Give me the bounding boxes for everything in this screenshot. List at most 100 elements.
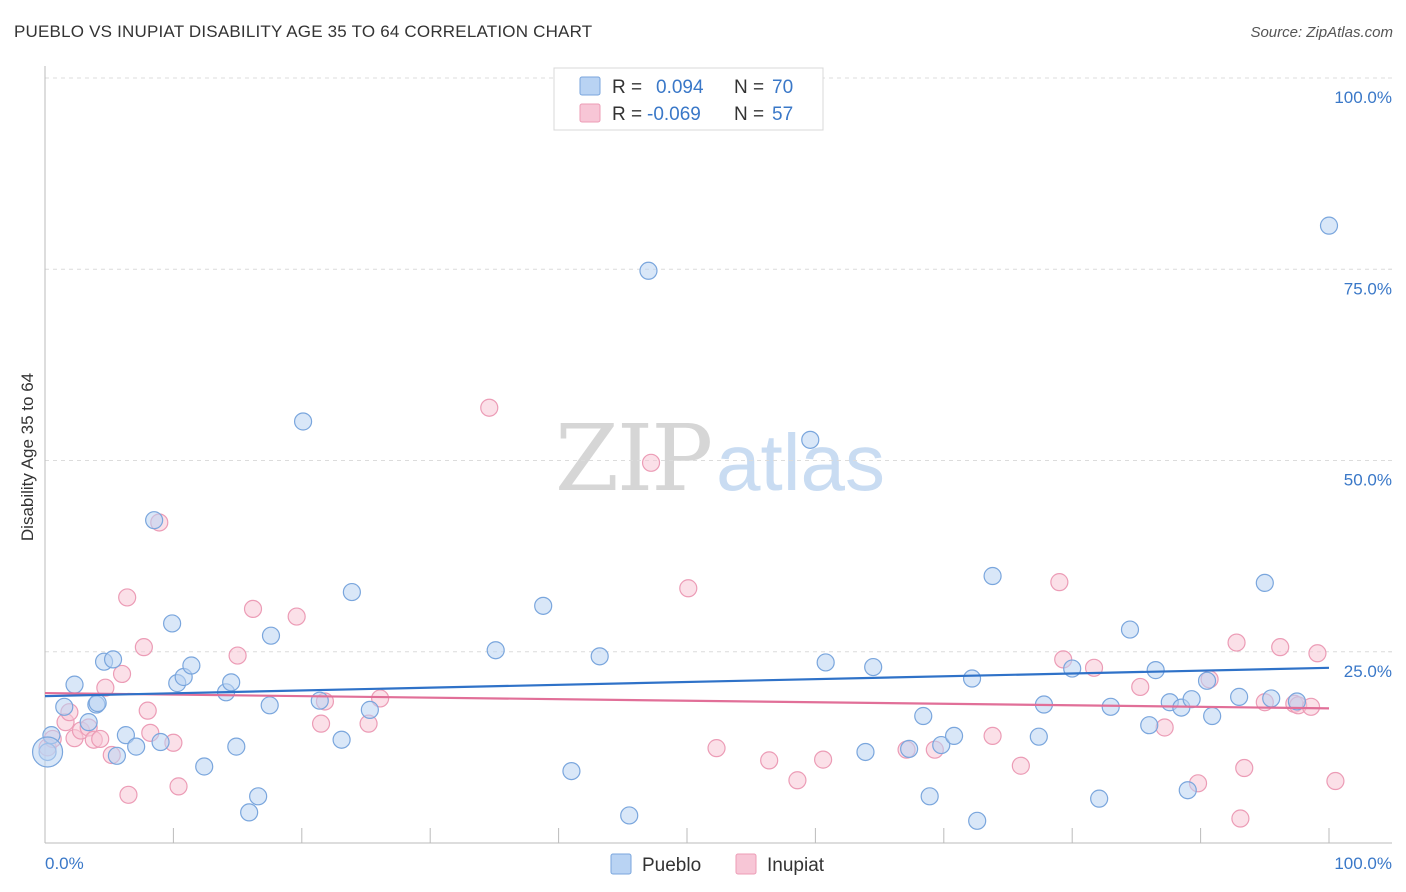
x-tick-label: 0.0%: [45, 854, 84, 873]
pueblo-point: [342, 582, 361, 602]
pueblo-n-value: 70: [772, 77, 793, 98]
gridlines: [45, 77, 1392, 653]
pueblo-point: [195, 757, 214, 776]
pueblo-point: [1182, 690, 1201, 709]
pueblo-point: [920, 787, 939, 806]
pueblo-point: [1146, 661, 1165, 680]
inupiat-point: [134, 638, 153, 657]
pueblo-n-label: N =: [734, 77, 764, 98]
inupiat-trend-line: [44, 691, 1330, 710]
pueblo-point: [103, 650, 123, 669]
source-label: Source: ZipAtlas.com: [1250, 24, 1393, 41]
pueblo-point: [486, 641, 505, 660]
inupiat-point: [311, 714, 331, 733]
inupiat-point: [91, 729, 110, 749]
inupiat-point: [287, 607, 306, 626]
pueblo-point: [260, 696, 279, 715]
inupiat-n-label: N =: [734, 104, 764, 125]
inupiat-point: [118, 588, 137, 607]
pueblo-point: [856, 742, 875, 762]
inupiat-r-value: -0.069: [647, 104, 701, 125]
pueblo-point: [1230, 687, 1249, 706]
pueblo-point: [222, 673, 241, 692]
inupiat-point: [1131, 677, 1150, 697]
pueblo-point: [639, 261, 658, 280]
pueblo-point: [1178, 781, 1197, 800]
pueblo-point: [1203, 706, 1222, 726]
inupiat-point: [96, 678, 115, 697]
pueblo-point: [1319, 216, 1339, 235]
inupiat-point: [983, 726, 1002, 746]
inupiat-point: [814, 750, 833, 769]
inupiat-point: [679, 579, 698, 598]
pueblo-point: [534, 596, 553, 615]
pueblo-point: [151, 732, 170, 752]
pueblo-point: [801, 430, 820, 449]
y-tick-label: 75.0%: [1344, 279, 1392, 298]
y-axis-title: Disability Age 35 to 64: [18, 373, 37, 541]
pueblo-point: [932, 735, 951, 755]
pueblo-point: [620, 806, 639, 825]
watermark: ZIP atlas: [555, 405, 885, 512]
inupiat-point: [1231, 809, 1250, 828]
inupiat-point: [138, 701, 157, 720]
pueblo-point: [293, 412, 313, 431]
x-tick-label: 100.0%: [1334, 854, 1392, 873]
inupiat-point: [1155, 718, 1174, 737]
pueblo-point: [1029, 727, 1048, 746]
pueblo-point: [944, 726, 964, 746]
pueblo-point: [127, 737, 146, 756]
pueblo-point: [1255, 573, 1274, 593]
pueblo-r-value: 0.094: [656, 77, 704, 98]
inupiat-point: [1227, 633, 1246, 652]
axes: [44, 66, 1392, 844]
stats-legend: R = 0.094 N = 70 R = -0.069 N = 57: [553, 67, 824, 131]
pueblo-point: [900, 739, 919, 759]
watermark-zip: ZIP: [555, 405, 711, 512]
pueblo-point: [1287, 692, 1307, 711]
pueblo-point: [816, 653, 835, 672]
pueblo-point: [1197, 671, 1217, 690]
inupiat-point: [1050, 573, 1069, 592]
pueblo-point: [1090, 789, 1109, 808]
pueblo-point: [249, 787, 268, 806]
pueblo-point: [968, 811, 987, 830]
y-tick-label: 50.0%: [1344, 471, 1392, 490]
pueblo-point: [1262, 689, 1281, 708]
pueblo-point: [983, 566, 1002, 586]
inupiat-point: [1308, 644, 1327, 663]
pueblo-trend-line: [44, 666, 1330, 698]
series-pueblo-points: [31, 216, 1339, 830]
pueblo-point: [1120, 620, 1140, 639]
y-tick-label: 100.0%: [1334, 88, 1392, 107]
pueblo-point: [65, 675, 84, 694]
pueblo-point: [55, 697, 74, 716]
pueblo-point: [590, 647, 609, 666]
pueblo-r-label: R =: [612, 77, 642, 98]
pueblo-point: [864, 657, 883, 677]
inupiat-point: [641, 453, 661, 472]
x-tick-labels: 0.0% 100.0%: [45, 854, 1392, 873]
watermark-atlas: atlas: [716, 418, 885, 507]
chart-title: PUEBLO VS INUPIAT DISABILITY AGE 35 TO 6…: [14, 22, 593, 41]
inupiat-r-label: R =: [612, 104, 642, 125]
inupiat-point: [228, 646, 247, 665]
bottom-legend-pueblo: Pueblo: [642, 855, 701, 876]
inupiat-point: [119, 785, 138, 804]
y-tick-label: 25.0%: [1344, 662, 1392, 681]
y-tick-labels: 100.0% 75.0% 50.0% 25.0%: [1334, 88, 1392, 681]
pueblo-point: [79, 713, 98, 732]
pueblo-swatch: [579, 76, 601, 96]
pueblo-point: [88, 693, 107, 713]
bottom-legend-pueblo-swatch: [610, 853, 632, 875]
inupiat-point: [243, 599, 263, 619]
pueblo-point: [261, 626, 281, 645]
pueblo-point: [163, 614, 182, 633]
pueblo-point: [227, 737, 246, 756]
inupiat-point: [760, 751, 779, 770]
inupiat-point: [1271, 638, 1290, 657]
inupiat-point: [1011, 756, 1030, 775]
pueblo-point: [145, 511, 164, 530]
pueblo-point: [116, 726, 135, 745]
